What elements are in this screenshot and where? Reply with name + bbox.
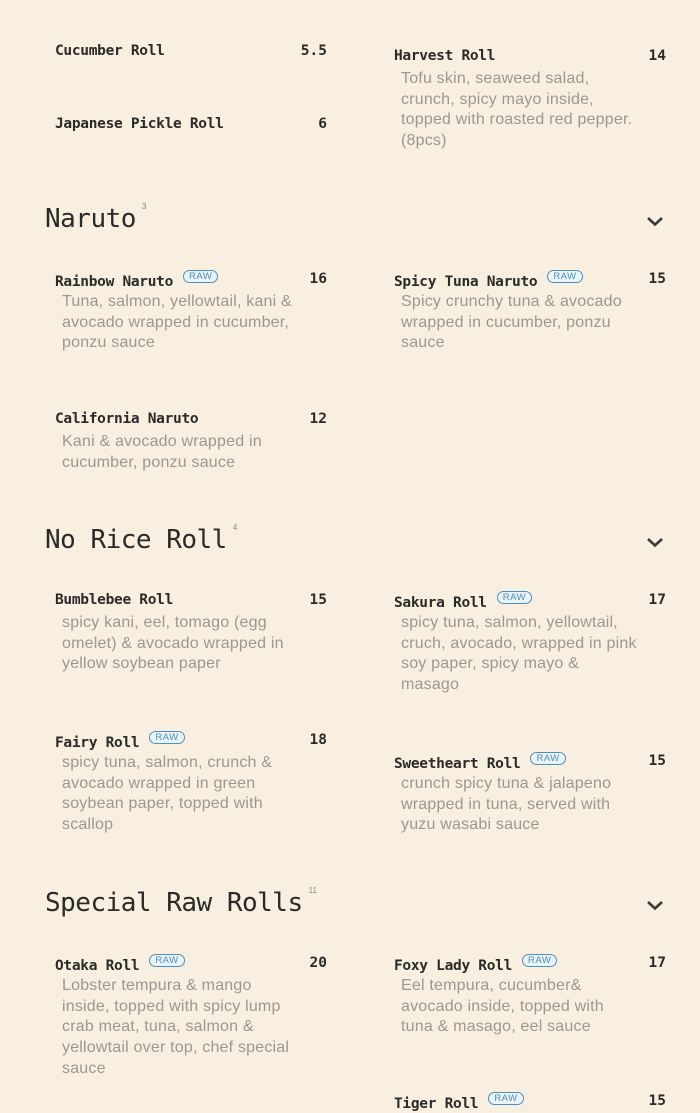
item-name: Sakura Roll <box>394 595 487 611</box>
item-price: 20 <box>309 955 327 971</box>
item-price: 17 <box>648 955 666 971</box>
section-header[interactable]: Special Raw Rolls 11 <box>45 886 317 918</box>
item-description: spicy tuna, salmon, crunch & avocado wra… <box>62 754 273 834</box>
item-name-row: Otaka Roll RAW <box>55 954 185 975</box>
raw-badge: RAW <box>530 752 566 765</box>
item-name-row: Harvest Roll <box>394 47 495 65</box>
item-price: 5.5 <box>300 43 327 59</box>
item-description: crunch spicy tuna & jalapeno wrapped in … <box>401 775 612 834</box>
item-description: Tuna, salmon, yellowtail, kani & avocado… <box>62 293 292 352</box>
section-count: 4 <box>232 523 238 532</box>
item-name-row: Sakura Roll RAW <box>394 591 533 612</box>
item-description: Eel tempura, cucumber& avocado inside, t… <box>401 977 604 1036</box>
item-price: 6 <box>318 116 327 132</box>
section-header[interactable]: Naruto 3 <box>45 202 146 234</box>
section-header[interactable]: No Rice Roll 4 <box>45 523 237 555</box>
section-count: 11 <box>308 886 317 895</box>
item-description: spicy kani, eel, tomago (egg omelet) & a… <box>62 614 284 673</box>
item-price: 15 <box>648 1093 666 1109</box>
item-name-row: Fairy Roll RAW <box>55 731 185 752</box>
raw-badge: RAW <box>547 270 583 283</box>
raw-badge: RAW <box>522 954 558 967</box>
raw-badge: RAW <box>149 731 185 744</box>
item-name: Rainbow Naruto <box>55 274 174 290</box>
chevron-down-icon[interactable] <box>646 536 664 548</box>
item-description: spicy tuna, salmon, yellowtail, cruch, a… <box>401 614 637 694</box>
item-name-row: California Naruto <box>55 410 199 428</box>
raw-badge: RAW <box>183 270 219 283</box>
raw-badge: RAW <box>149 954 185 967</box>
item-price: 18 <box>309 732 327 748</box>
item-price: 15 <box>648 753 666 769</box>
item-name-row: Spicy Tuna Naruto RAW <box>394 270 583 291</box>
item-name: Bumblebee Roll <box>55 592 174 608</box>
item-name: California Naruto <box>55 411 199 427</box>
item-name: Spicy Tuna Naruto <box>394 274 538 290</box>
item-name-row: Cucumber Roll <box>55 42 165 60</box>
item-name-row: Tiger Roll RAW <box>394 1092 524 1113</box>
section-title: No Rice Roll <box>45 525 227 555</box>
item-name: Otaka Roll <box>55 958 140 974</box>
item-name-row: Bumblebee Roll <box>55 591 173 609</box>
chevron-down-icon[interactable] <box>646 899 664 911</box>
item-price: 15 <box>648 271 666 287</box>
item-description: Tofu skin, seaweed salad, crunch, spicy … <box>401 70 633 150</box>
item-name: Tiger Roll <box>394 1096 479 1112</box>
item-description: Spicy crunchy tuna & avocado wrapped in … <box>401 293 622 352</box>
item-description: Kani & avocado wrapped in cucumber, ponz… <box>62 433 262 471</box>
item-name: Fairy Roll <box>55 735 140 751</box>
item-name: Foxy Lady Roll <box>394 958 513 974</box>
chevron-down-icon[interactable] <box>646 215 664 227</box>
raw-badge: RAW <box>496 591 533 604</box>
item-price: 14 <box>648 48 666 64</box>
item-name: Sweetheart Roll <box>394 756 521 772</box>
section-title: Special Raw Rolls <box>45 888 303 918</box>
item-description: Lobster tempura & mango inside, topped w… <box>62 977 290 1077</box>
item-price: 15 <box>309 592 327 608</box>
item-name-row: Foxy Lady Roll RAW <box>394 954 558 975</box>
item-name: Japanese Pickle Roll <box>55 116 224 132</box>
item-name-row: Sweetheart Roll RAW <box>394 752 566 773</box>
item-name-row: Rainbow Naruto RAW <box>55 270 219 291</box>
item-name: Harvest Roll <box>394 48 496 64</box>
item-price: 12 <box>309 411 327 427</box>
section-title: Naruto <box>45 204 136 234</box>
item-name: Cucumber Roll <box>55 43 165 59</box>
item-name-row: Japanese Pickle Roll <box>55 115 224 133</box>
section-count: 3 <box>141 202 147 211</box>
raw-badge: RAW <box>488 1092 524 1105</box>
item-price: 16 <box>309 271 327 287</box>
item-price: 17 <box>648 592 666 608</box>
